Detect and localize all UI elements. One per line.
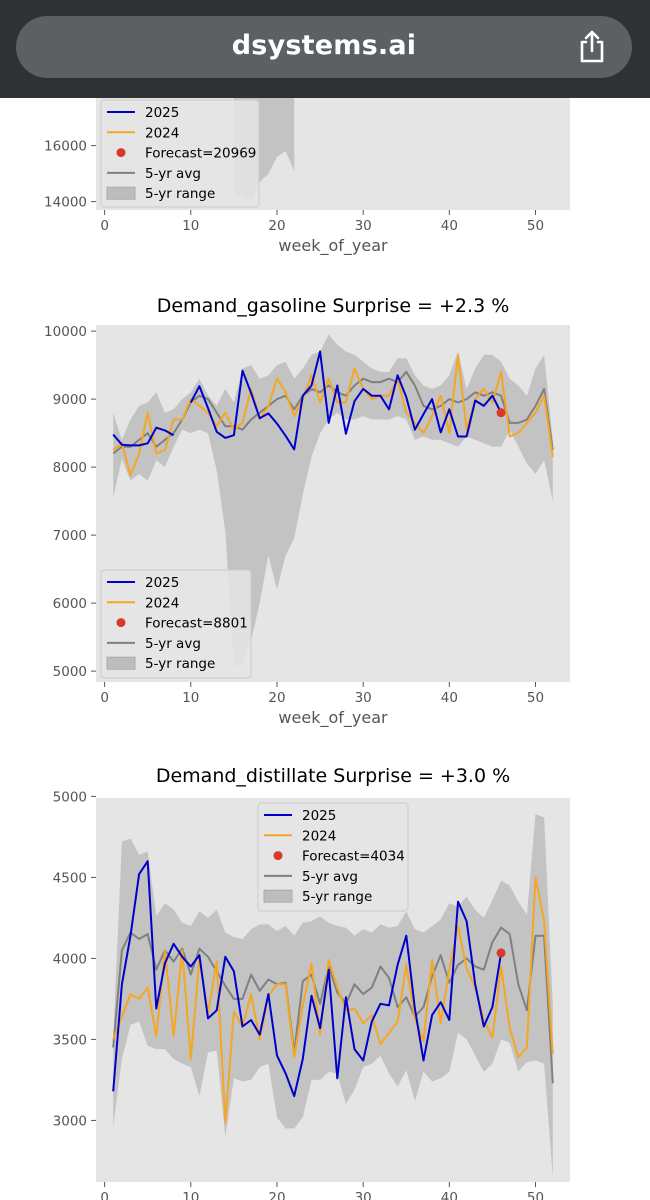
chart-gasoline-demand: Demand_gasoline Surprise = +2.3 % 0 10 20 30… <box>44 295 570 728</box>
y-tick-label: 8000 <box>53 460 87 476</box>
y-tick-label: 3000 <box>53 1113 87 1129</box>
y-tick-label: 4500 <box>53 870 87 886</box>
plot-area <box>112 334 554 666</box>
y-tick-label: 6000 <box>53 596 87 612</box>
x-tick-label: 20 <box>268 690 285 706</box>
legend-label: 5-yr avg <box>302 869 358 885</box>
legend-swatch <box>116 618 126 628</box>
y-tick-label: 4000 <box>53 951 87 967</box>
x-tick-label: 50 <box>527 690 544 706</box>
series-2025-line <box>112 860 503 1098</box>
y-tick-label: 14000 <box>44 195 87 211</box>
browser-top-bar: dsystems.ai <box>0 0 650 98</box>
x-tick-label: 50 <box>527 1190 544 1200</box>
x-tick-label: 40 <box>441 1190 458 1200</box>
series-2024-line <box>112 353 554 477</box>
x-tick-label: 40 <box>441 690 458 706</box>
x-tick-label: 40 <box>441 218 458 234</box>
y-tick-label: 7000 <box>53 528 87 544</box>
y-tick-label: 9000 <box>53 392 87 408</box>
forecast-point <box>496 948 506 958</box>
legend-swatch <box>116 148 126 158</box>
chart-title: Demand_distillate Surprise = +3.0 % <box>156 765 510 787</box>
url-text: dsystems.ai <box>231 30 417 61</box>
legend-label: 5-yr range <box>145 186 215 202</box>
y-tick-label: 5000 <box>53 664 87 680</box>
x-tick-label: 30 <box>355 1190 372 1200</box>
legend-label: 2024 <box>302 828 336 844</box>
chart-distillate-demand: Demand_distillate Surprise = +3.0 % 0 10 20… <box>53 765 570 1200</box>
share-icon[interactable] <box>574 29 610 65</box>
legend-label: 2025 <box>145 105 179 121</box>
x-tick-label: 10 <box>182 690 199 706</box>
x-tick-label: 10 <box>182 218 199 234</box>
legend-box <box>100 569 252 679</box>
legend-swatch <box>263 889 293 903</box>
forecast-point <box>496 408 506 418</box>
x-tick-label: 30 <box>355 690 372 706</box>
legend: 2025 2024 Forecast=20969 5-yr avg 5-yr range <box>100 99 260 208</box>
address-bar[interactable]: dsystems.ai <box>16 16 632 78</box>
legend-box <box>257 802 409 912</box>
legend-label: 2025 <box>145 575 179 591</box>
chart-title: Demand_gasoline Surprise = +2.3 % <box>157 295 510 317</box>
legend-label: Forecast=4034 <box>302 849 405 865</box>
legend-label: 2025 <box>302 808 336 824</box>
legend-label: 5-yr range <box>302 889 372 905</box>
legend-label: Forecast=8801 <box>145 616 248 632</box>
x-axis-label: week_of_year <box>278 236 388 256</box>
x-tick-label: 0 <box>100 218 109 234</box>
legend: 2025 2024 Forecast=8801 5-yr avg 5-yr range <box>100 569 252 679</box>
x-tick-label: 50 <box>527 218 544 234</box>
legend-label: 5-yr avg <box>145 636 201 652</box>
x-tick-label: 0 <box>100 690 109 706</box>
chart-crude-partial: 0 10 20 30 40 501400016000week_of_year2025202… <box>44 98 570 256</box>
legend-box <box>100 99 260 208</box>
legend-label: Forecast=20969 <box>145 146 256 162</box>
x-axis-label: week_of_year <box>278 708 388 728</box>
legend-label: 5-yr range <box>145 656 215 672</box>
legend: 2025 2024 Forecast=4034 5-yr avg 5-yr range <box>257 802 409 912</box>
x-tick-label: 20 <box>268 218 285 234</box>
legend-label: 5-yr avg <box>145 166 201 182</box>
x-tick-label: 10 <box>182 1190 199 1200</box>
y-tick-label: 10000 <box>44 324 87 340</box>
series-2025-line <box>112 350 502 451</box>
y-tick-label: 16000 <box>44 139 87 155</box>
legend-swatch <box>106 186 136 200</box>
y-tick-label: 5000 <box>53 789 87 805</box>
legend-label: 2024 <box>145 125 179 141</box>
x-tick-label: 20 <box>268 1190 285 1200</box>
plot-area <box>112 814 554 1178</box>
x-tick-label: 30 <box>355 218 372 234</box>
x-tick-label: 0 <box>100 1190 109 1200</box>
legend-swatch <box>273 851 283 861</box>
legend-swatch <box>106 656 136 670</box>
y-tick-label: 3500 <box>53 1032 87 1048</box>
legend-label: 2024 <box>145 595 179 611</box>
